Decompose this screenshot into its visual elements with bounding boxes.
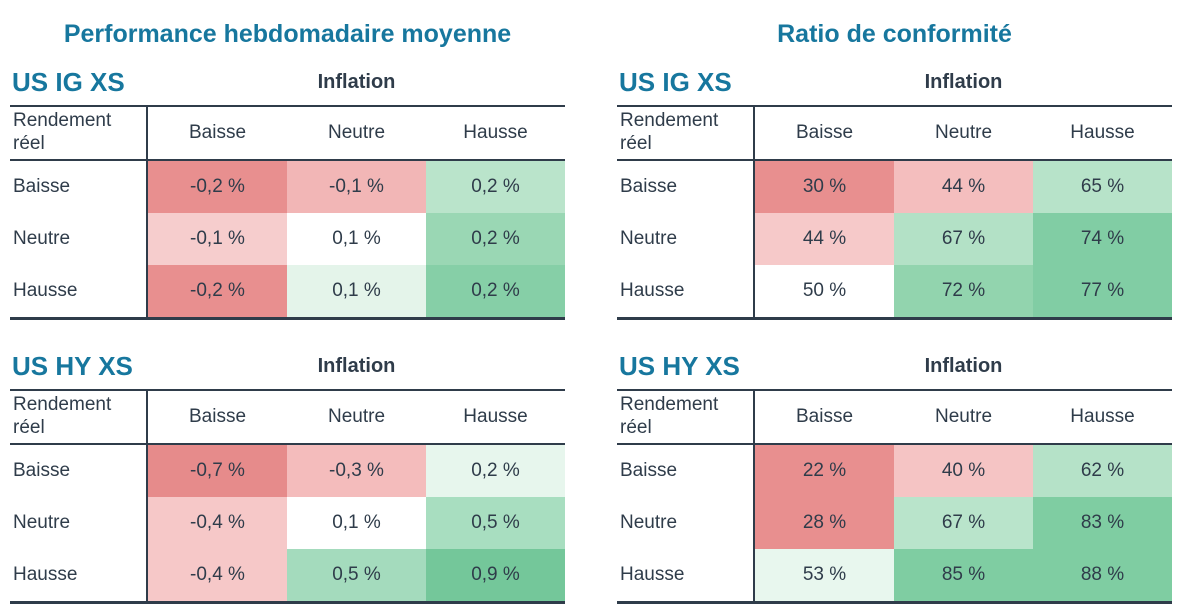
heatmap-grid: Rendement réel Baisse Neutre Hausse Baisse -0… [10, 388, 565, 604]
heatmap-cell: 0,2 % [426, 264, 565, 317]
row-header: Neutre [10, 212, 148, 265]
heatmap-cell: 0,2 % [426, 212, 565, 265]
table-subtitle-row: US IG XS Inflation [617, 66, 1172, 97]
heatmap-cell: 83 % [1033, 496, 1172, 549]
row-header: Neutre [10, 496, 148, 549]
heatmap-cell: 85 % [894, 548, 1033, 601]
heatmap-cell: -0,7 % [148, 444, 287, 497]
heatmap-cell: 72 % [894, 264, 1033, 317]
heatmap-cell: 0,5 % [287, 548, 426, 601]
column-header: Baisse [148, 107, 287, 161]
heatmap-grid: Rendement réel Baisse Neutre Hausse Baisse 30… [617, 105, 1172, 320]
heatmap-cell: 0,1 % [287, 264, 426, 317]
heatmap-cell: -0,4 % [148, 496, 287, 549]
column-group-label: Inflation [924, 71, 1003, 94]
heatmap-cell: 62 % [1033, 444, 1172, 497]
column-header: Hausse [1033, 107, 1172, 161]
heatmap-cell: 88 % [1033, 548, 1172, 601]
column-group-label: Inflation [317, 354, 396, 377]
row-header: Neutre [617, 212, 755, 265]
column-header: Hausse [426, 391, 565, 445]
table-subtitle-row: US HY XS Inflation [10, 350, 565, 381]
heatmap-cell: -0,2 % [148, 264, 287, 317]
heatmap-cell: -0,4 % [148, 548, 287, 601]
row-header: Hausse [10, 548, 148, 601]
row-header: Hausse [10, 264, 148, 317]
heatmap-cell: 0,2 % [426, 160, 565, 213]
heatmap-cell: 74 % [1033, 212, 1172, 265]
row-header: Neutre [617, 496, 755, 549]
row-header: Hausse [617, 548, 755, 601]
row-axis-label: Rendement réel [10, 390, 148, 445]
performance-column-title: Performance hebdomadaire moyenne [63, 20, 512, 48]
heatmap-table-performance-us-hy-xs: US HY XS Inflation Rendement réel Baisse N… [10, 350, 565, 604]
asset-label: US IG XS [619, 66, 732, 97]
row-header: Hausse [617, 264, 755, 317]
row-axis-label: Rendement réel [617, 107, 755, 161]
row-header: Baisse [617, 444, 755, 497]
column-header: Hausse [426, 107, 565, 161]
heatmap-cell: 0,1 % [287, 496, 426, 549]
heatmap-cell: 77 % [1033, 264, 1172, 317]
heatmap-cell: 65 % [1033, 160, 1172, 213]
heatmap-cell: -0,1 % [148, 212, 287, 265]
asset-label: US HY XS [12, 350, 133, 381]
heatmap-cell: 44 % [894, 160, 1033, 213]
column-header: Neutre [287, 107, 426, 161]
performance-column: Performance hebdomadaire moyenne US IG X… [10, 12, 565, 604]
row-header: Baisse [10, 160, 148, 213]
heatmap-cell: 0,1 % [287, 212, 426, 265]
conformity-column-title: Ratio de conformité [777, 20, 1012, 48]
heatmap-cell: 67 % [894, 496, 1033, 549]
row-axis-label: Rendement réel [617, 390, 755, 445]
heatmap-grid: Rendement réel Baisse Neutre Hausse Baisse -0… [10, 105, 565, 320]
heatmap-cell: 0,9 % [426, 548, 565, 601]
row-header: Baisse [10, 444, 148, 497]
column-header: Neutre [894, 107, 1033, 161]
table-subtitle-row: US IG XS Inflation [10, 66, 565, 97]
column-header: Baisse [148, 391, 287, 445]
asset-label: US IG XS [12, 66, 125, 97]
heatmap-cell: 28 % [755, 496, 894, 549]
heatmap-cell: 53 % [755, 548, 894, 601]
conformity-column: Ratio de conformité US IG XS Inflation R… [617, 12, 1172, 604]
heatmap-cell: 0,5 % [426, 496, 565, 549]
heatmap-cell: -0,1 % [287, 160, 426, 213]
heatmap-cell: 67 % [894, 212, 1033, 265]
row-header: Baisse [617, 160, 755, 213]
heatmap-cell: -0,3 % [287, 444, 426, 497]
column-header: Baisse [755, 107, 894, 161]
heatmap-cell: 0,2 % [426, 444, 565, 497]
heatmap-cell: 22 % [755, 444, 894, 497]
heatmap-table-performance-us-ig-xs: US IG XS Inflation Rendement réel Baisse N… [10, 66, 565, 320]
heatmap-table-conformity-us-hy-xs: US HY XS Inflation Rendement réel Baisse N… [617, 350, 1172, 604]
row-axis-label: Rendement réel [10, 107, 148, 161]
column-header: Neutre [894, 391, 1033, 445]
heatmap-cell: 30 % [755, 160, 894, 213]
heatmap-cell: 40 % [894, 444, 1033, 497]
column-group-label: Inflation [924, 354, 1003, 377]
column-header: Neutre [287, 391, 426, 445]
heatmap-cell: 44 % [755, 212, 894, 265]
table-subtitle-row: US HY XS Inflation [617, 350, 1172, 381]
heatmap-cell: 50 % [755, 264, 894, 317]
column-header: Baisse [755, 391, 894, 445]
asset-label: US HY XS [619, 350, 740, 381]
column-group-label: Inflation [317, 71, 396, 94]
column-header: Hausse [1033, 391, 1172, 445]
heatmap-table-conformity-us-ig-xs: US IG XS Inflation Rendement réel Baisse N… [617, 66, 1172, 320]
heatmap-grid: Rendement réel Baisse Neutre Hausse Baisse 22… [617, 388, 1172, 604]
heatmap-cell: -0,2 % [148, 160, 287, 213]
